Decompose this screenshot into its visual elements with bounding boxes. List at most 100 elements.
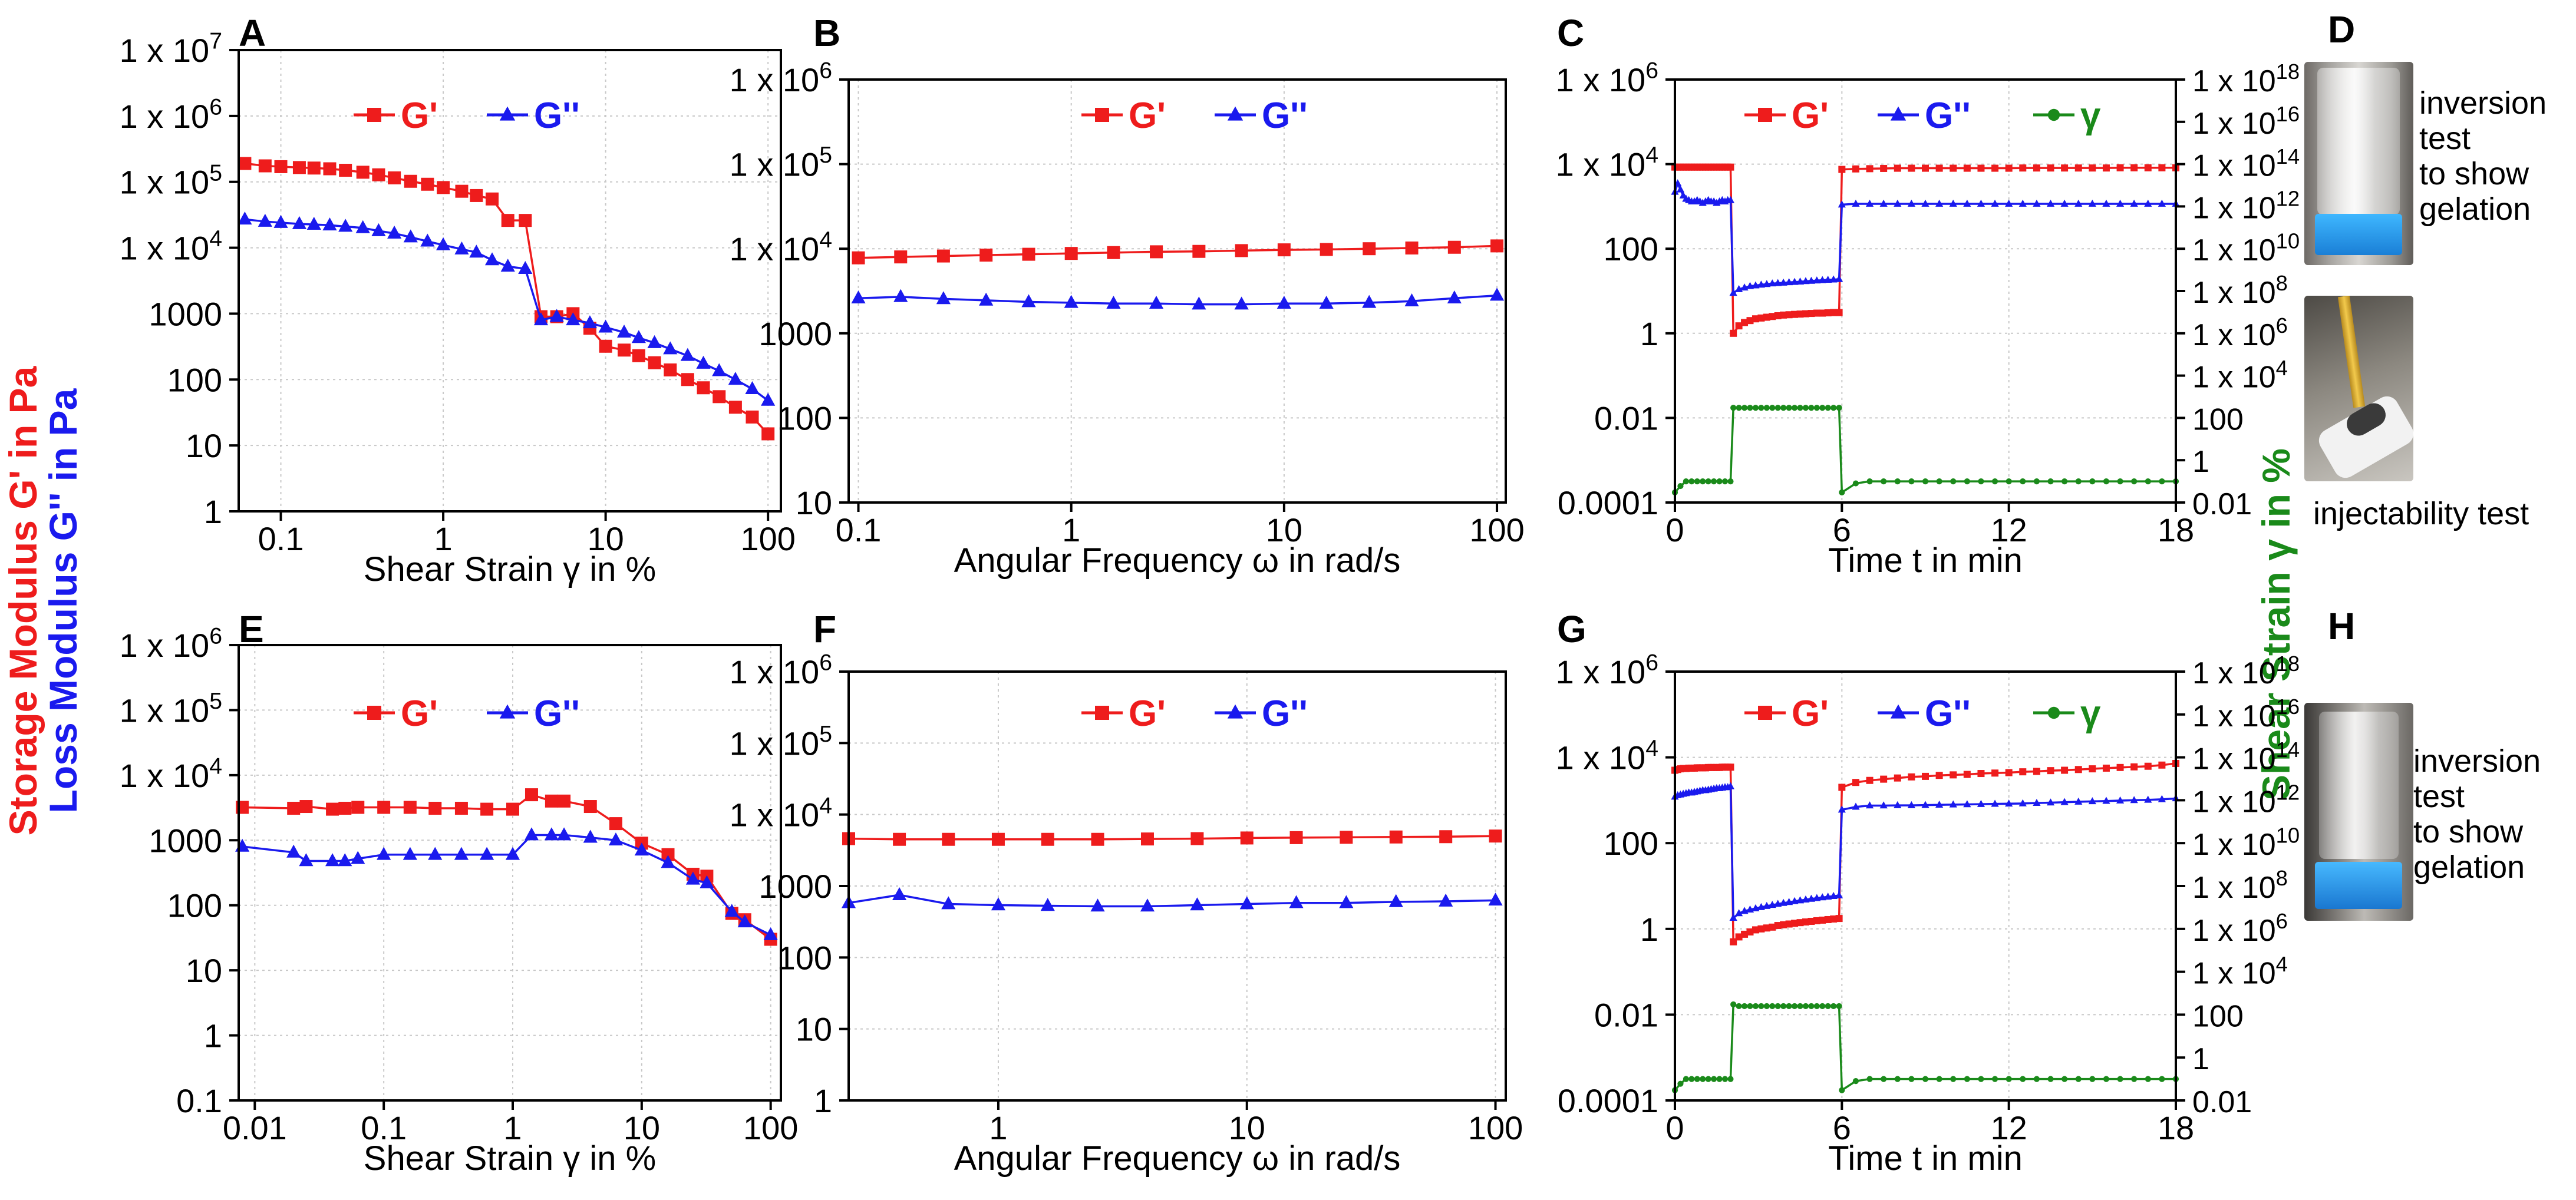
- series-step-G: [1838, 1006, 1843, 1090]
- data-point-G-square: [2089, 765, 2096, 773]
- data-point-C-square: [1908, 164, 1915, 172]
- y2-tick-label: 1 x 108: [2192, 866, 2288, 905]
- legend-label-triangle: G'': [1262, 693, 1308, 734]
- data-point-G-square: [1757, 925, 1765, 933]
- data-point-C-circle: [1894, 478, 1901, 485]
- data-point-C-triangle: [1829, 275, 1838, 283]
- plot-frame-G: [1674, 670, 2177, 1102]
- x-tick-label: 0.1: [258, 520, 304, 557]
- series-step-C: [1729, 200, 1734, 293]
- data-point-G-circle: [1936, 1076, 1942, 1082]
- panel-label-E: E: [239, 608, 264, 650]
- data-point-A-square: [339, 164, 352, 177]
- data-point-C-square: [1802, 310, 1809, 318]
- series-line-F-square: [848, 835, 1496, 841]
- data-point-G-circle: [1774, 1003, 1781, 1010]
- data-point-C-triangle: [2005, 199, 2013, 207]
- data-point-E-triangle: [428, 847, 443, 860]
- data-point-A-triangle: [500, 259, 515, 272]
- data-point-A-triangle: [420, 233, 435, 247]
- data-point-G-circle: [1758, 1003, 1764, 1010]
- data-point-F-square: [942, 832, 955, 846]
- data-point-E-triangle: [634, 842, 649, 856]
- data-point-C-circle: [1774, 405, 1781, 411]
- y-tick-label: 1 x 104: [730, 227, 832, 267]
- data-point-G-square: [2116, 763, 2124, 771]
- data-point-C-circle: [1763, 405, 1770, 411]
- data-point-E-square: [403, 801, 417, 814]
- data-point-A-triangle: [566, 312, 580, 326]
- data-point-A-square: [258, 159, 272, 173]
- data-point-G-triangle: [2102, 796, 2110, 804]
- data-point-E-triangle: [377, 847, 391, 860]
- y2-tick-label: 1 x 108: [2192, 271, 2288, 310]
- legend-marker: [1890, 704, 1907, 719]
- data-point-G-triangle: [1779, 898, 1787, 906]
- data-point-C-circle: [1797, 405, 1803, 411]
- data-point-G-square: [1746, 928, 1754, 935]
- data-point-G-circle: [1721, 1076, 1729, 1082]
- ylabel-shear-strain: Shear Strain γ in %: [2254, 448, 2298, 801]
- data-point-C-circle: [1819, 405, 1826, 411]
- data-point-A-square: [421, 177, 434, 191]
- data-point-G-square: [2130, 763, 2138, 771]
- data-point-C-square: [1830, 309, 1838, 316]
- data-point-C-square: [2102, 164, 2110, 172]
- y-tick-label: 1 x 107: [120, 29, 222, 69]
- data-point-C-square: [2089, 164, 2096, 172]
- series-step-C: [1838, 204, 1843, 280]
- data-point-G-square: [1813, 917, 1820, 924]
- data-point-C-triangle: [2060, 199, 2069, 207]
- x-tick-label: 12: [1991, 511, 2027, 548]
- data-point-C-square: [1991, 164, 1999, 172]
- y2-tick-label: 1: [2192, 445, 2209, 479]
- data-point-G-square: [1991, 769, 1999, 777]
- data-point-E-square: [525, 788, 538, 802]
- y-tick-label: 10: [186, 952, 222, 989]
- data-point-C-square: [1950, 164, 1957, 172]
- data-point-G-triangle: [2158, 795, 2166, 802]
- data-point-C-circle: [2131, 478, 2138, 485]
- chart-panel-F: 1 10 100 1 10 100 1000 1 x 104 1 x 105 1 x 106 Ang…: [730, 608, 1523, 1178]
- y-tick-label: 0.01: [1594, 996, 1658, 1033]
- x-tick-label: 1: [434, 520, 453, 557]
- data-point-G-triangle: [1935, 801, 1944, 808]
- data-point-B-triangle: [1234, 296, 1249, 310]
- data-point-A-triangle: [322, 217, 337, 231]
- data-point-C-triangle: [1824, 275, 1832, 283]
- data-point-G-circle: [1881, 1076, 1887, 1082]
- data-point-B-square: [1405, 241, 1419, 254]
- data-point-A-triangle: [469, 244, 484, 258]
- data-point-B-triangle: [1192, 296, 1206, 310]
- data-point-G-triangle: [2060, 798, 2069, 805]
- data-point-C-square: [2061, 164, 2069, 172]
- legend-label-triangle: G'': [1925, 95, 1971, 136]
- data-point-A-square: [323, 162, 337, 176]
- y2-tick-label: 1 x 1018: [2192, 652, 2300, 690]
- data-point-A-square: [746, 410, 759, 424]
- data-point-C-triangle: [2074, 199, 2083, 207]
- y2-tick-label: 1: [2192, 1042, 2209, 1076]
- data-point-G-triangle: [2088, 797, 2096, 805]
- data-point-E-triangle: [608, 832, 624, 846]
- series-step-G: [1838, 809, 1843, 896]
- data-point-C-triangle: [1790, 277, 1799, 285]
- data-point-E-triangle: [403, 847, 417, 860]
- x-tick-label: 100: [1469, 511, 1524, 548]
- data-point-C-square: [1741, 319, 1749, 326]
- x-tick-label: 1: [989, 1109, 1007, 1146]
- data-point-B-triangle: [1064, 295, 1078, 308]
- y2-tick-label: 1 x 1012: [2192, 187, 2300, 226]
- data-point-G-circle: [2075, 1076, 2082, 1082]
- x-tick-label: 100: [1468, 1109, 1523, 1146]
- data-point-F-square: [1041, 832, 1054, 846]
- data-point-B-triangle: [1277, 296, 1291, 309]
- x-tick-label: 0.1: [836, 511, 882, 548]
- data-point-C-triangle: [1991, 199, 1999, 207]
- y-tick-label: 1: [204, 1017, 222, 1054]
- data-point-B-square: [1363, 242, 1376, 256]
- data-point-G-circle: [2117, 1076, 2123, 1082]
- data-point-G-square: [1774, 922, 1782, 930]
- data-point-G-circle: [1700, 1076, 1706, 1082]
